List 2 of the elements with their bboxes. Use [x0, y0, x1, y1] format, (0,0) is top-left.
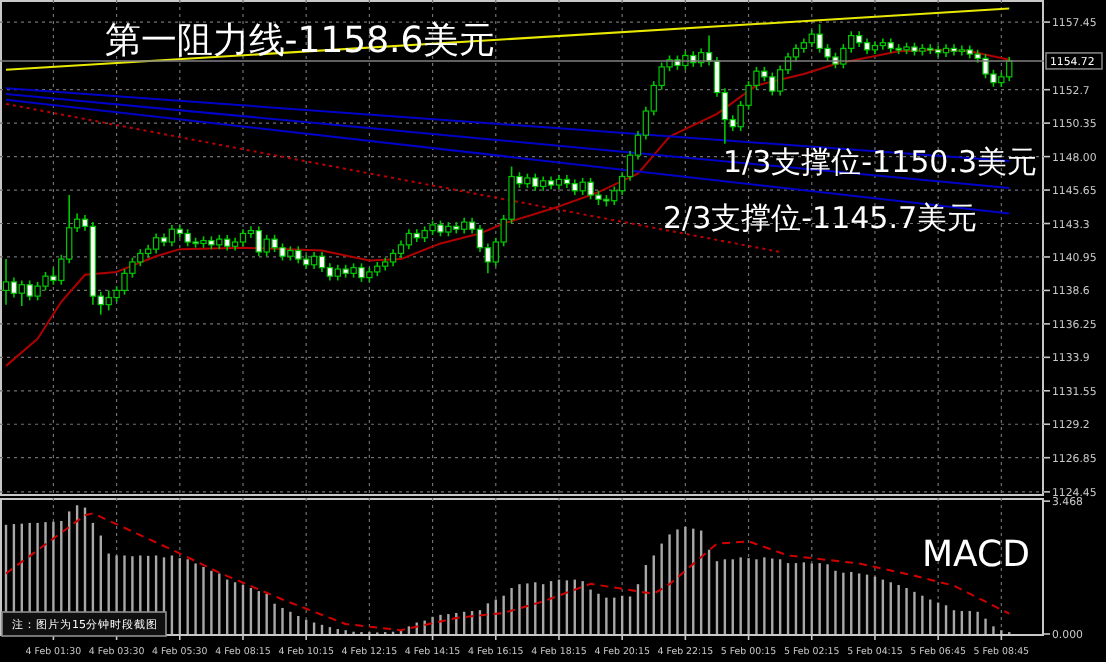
- annotation: MACD: [922, 534, 1030, 576]
- annotation: 2/3支撑位-1145.7美元: [662, 200, 978, 236]
